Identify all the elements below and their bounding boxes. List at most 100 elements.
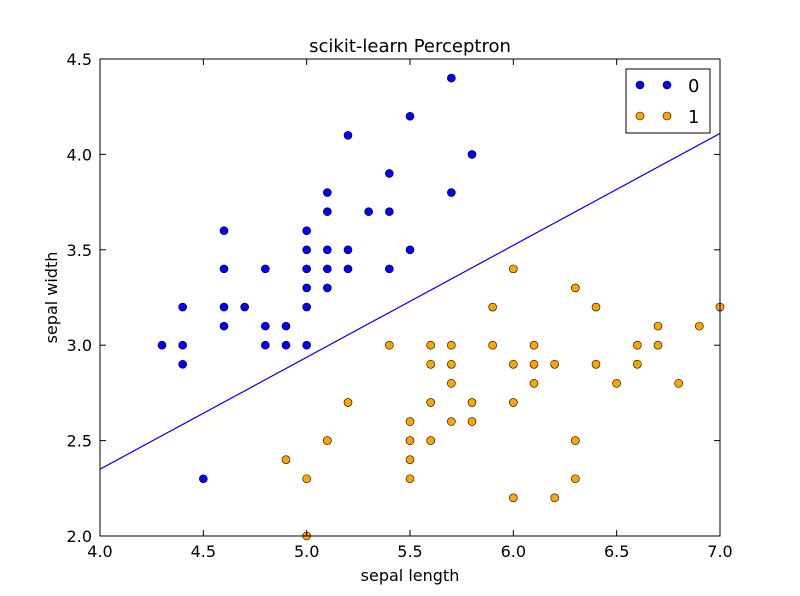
series-1-point: [488, 302, 497, 312]
series-0-point: [302, 226, 311, 236]
series-0-point: [157, 340, 167, 350]
series-0-point: [219, 226, 229, 236]
series-1-point: [571, 436, 580, 445]
series-1-point: [488, 340, 497, 350]
series-1-point: [695, 321, 704, 331]
series-0-point: [261, 264, 270, 274]
series-0-point: [302, 283, 311, 293]
x-tick-label: 6.5: [604, 542, 629, 561]
series-0-point: [240, 302, 249, 312]
x-tick-label: 7.0: [707, 542, 732, 561]
series-1-point: [343, 398, 353, 407]
series-0-point: [405, 111, 415, 121]
series-0-point: [261, 321, 270, 331]
series-0-point: [281, 340, 291, 350]
ticks-layer: 4.0 4.5 5.0 5.5 6.0 6.5 7.0 2.0 2.5 3.0 3.5 4.0 4.5: [67, 50, 733, 561]
series-1-point: [674, 379, 683, 388]
x-tick-label: 5.5: [397, 542, 422, 561]
x-tick-label: 5.0: [294, 542, 319, 561]
series-0-point: [385, 169, 394, 178]
series-0-point: [178, 340, 187, 350]
series-0-point: [364, 207, 373, 216]
y-tick-label: 4.5: [67, 50, 92, 69]
series-1-point: [550, 359, 559, 369]
series-0-point: [343, 264, 353, 274]
y-tick-label: 4.0: [67, 145, 92, 164]
series-1-point: [550, 493, 559, 503]
series-0-point: [302, 245, 311, 255]
series-1-point: [447, 359, 456, 369]
series-1-point: [385, 340, 394, 350]
y-tick-label: 3.5: [67, 241, 92, 260]
series-1-point: [529, 340, 539, 350]
series-0-point: [467, 150, 477, 159]
series-1-point: [405, 455, 415, 464]
legend-marker: [635, 111, 645, 121]
series-0-point: [199, 474, 208, 484]
series-1-point: [571, 283, 580, 293]
series-1-point: [509, 264, 518, 274]
series-0-point: [343, 131, 353, 140]
series-0-point: [405, 245, 415, 255]
series-1-point: [509, 398, 518, 407]
series-1-point: [509, 493, 518, 503]
series-0-point: [302, 340, 311, 350]
series-1-point: [426, 340, 435, 350]
points-layer: [157, 73, 725, 541]
series-1-point: [447, 379, 456, 388]
series-1-point: [653, 321, 663, 331]
x-tick-label: 6.0: [501, 542, 526, 561]
y-tick-label: 3.0: [67, 336, 92, 355]
series-0-point: [178, 302, 187, 312]
y-tick-label: 2.5: [67, 432, 92, 451]
series-1-point: [467, 417, 477, 426]
series-0-point: [323, 245, 332, 255]
series-0-point: [385, 207, 394, 216]
series-0-point: [385, 264, 394, 274]
series-1-point: [323, 436, 332, 445]
series-1-point: [405, 436, 415, 445]
series-0-point: [323, 188, 332, 197]
x-axis-label: sepal length: [361, 566, 460, 585]
legend: 01: [625, 68, 711, 134]
series-1-point: [612, 379, 621, 388]
chart-title: scikit-learn Perceptron: [309, 36, 511, 57]
series-0-point: [343, 245, 353, 255]
series-0-point: [281, 321, 291, 331]
series-1-point: [529, 359, 539, 369]
series-1-point: [467, 398, 477, 407]
series-1-point: [426, 398, 435, 407]
y-axis-label: sepal width: [42, 252, 61, 344]
series-0-point: [261, 340, 270, 350]
legend-label: 1: [688, 107, 699, 128]
series-0-point: [178, 359, 187, 369]
x-tick-label: 4.5: [191, 542, 216, 561]
series-0-point: [219, 321, 229, 331]
series-0-point: [323, 264, 332, 274]
series-1-point: [571, 474, 580, 484]
series-1-point: [591, 302, 601, 312]
series-1-point: [653, 340, 663, 350]
series-1-point: [281, 455, 291, 464]
series-0-point: [323, 283, 332, 293]
series-1-point: [302, 474, 311, 484]
decision-boundary-line: [100, 132, 720, 470]
series-0-point: [302, 302, 311, 312]
series-1-point: [529, 379, 539, 388]
series-1-point: [426, 359, 435, 369]
series-1-point: [405, 417, 415, 426]
series-1-point: [447, 340, 456, 350]
series-0-point: [447, 188, 456, 197]
legend-marker: [662, 111, 672, 121]
series-0-point: [323, 207, 332, 216]
legend-label: 0: [688, 76, 699, 97]
x-tick-label: 4.0: [87, 542, 112, 561]
series-1-point: [405, 474, 415, 484]
series-1-point: [633, 359, 642, 369]
series-0-point: [219, 302, 229, 312]
legend-frame: [625, 68, 711, 134]
legend-marker: [635, 80, 645, 90]
series-1-point: [447, 417, 456, 426]
series-1-point: [633, 340, 642, 350]
